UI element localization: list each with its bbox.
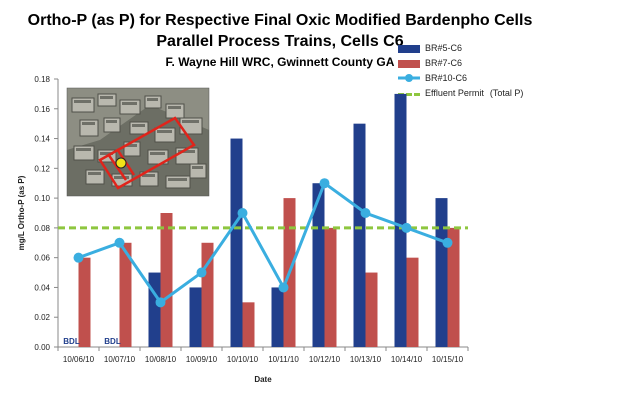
y-tick-label: 0.06 bbox=[34, 254, 50, 263]
x-tick-label: 10/07/10 bbox=[104, 355, 136, 364]
bar-br7c6 bbox=[201, 242, 214, 347]
chart-title: Ortho-P (as P) for Respective Final Oxic… bbox=[27, 12, 533, 29]
legend-item-br10: BR#10-C6 bbox=[398, 72, 638, 87]
y-tick-label: 0.00 bbox=[34, 343, 50, 352]
x-tick-label: 10/12/10 bbox=[309, 355, 341, 364]
point-br10 bbox=[237, 208, 248, 218]
bdl-annotation: BDL bbox=[104, 337, 121, 346]
point-br10 bbox=[360, 208, 371, 218]
x-axis-title: Date bbox=[254, 375, 272, 384]
legend-label-br10: BR#10-C6 bbox=[425, 73, 468, 83]
point-br10 bbox=[319, 178, 330, 189]
y-tick-label: 0.08 bbox=[34, 224, 50, 233]
point-br10 bbox=[442, 237, 453, 248]
bar-br5c6 bbox=[230, 138, 243, 347]
legend-swatch-br10 bbox=[398, 74, 420, 82]
bar-br5c6 bbox=[271, 287, 284, 347]
bar-br7c6 bbox=[324, 227, 337, 347]
legend-item-br5: BR#5-C6 bbox=[398, 42, 638, 57]
point-br10 bbox=[401, 222, 412, 233]
x-tick-label: 10/11/10 bbox=[268, 355, 299, 364]
x-tick-label: 10/15/10 bbox=[432, 355, 464, 364]
legend-item-br7: BR#7-C6 bbox=[398, 57, 638, 72]
y-tick-label: 0.12 bbox=[34, 164, 50, 173]
bar-br7c6 bbox=[160, 213, 173, 347]
point-br10 bbox=[73, 252, 84, 263]
x-tick-label: 10/06/10 bbox=[63, 355, 95, 364]
legend-label-br5: BR#5-C6 bbox=[425, 43, 463, 53]
point-br10 bbox=[155, 297, 166, 308]
series-line-br10 bbox=[77, 180, 449, 305]
bdl-annotation: BDL bbox=[63, 337, 80, 346]
legend-label-br7: BR#7-C6 bbox=[425, 58, 463, 68]
x-tick-label: 10/09/10 bbox=[186, 355, 218, 364]
x-tick-label: 10/13/10 bbox=[350, 355, 382, 364]
y-tick-label: 0.18 bbox=[34, 75, 50, 84]
bar-br7c6 bbox=[119, 242, 132, 347]
legend-swatch-br5 bbox=[398, 45, 420, 53]
bar-br7c6 bbox=[242, 302, 255, 347]
bar-br5c6 bbox=[394, 93, 407, 347]
legend-swatch-permit bbox=[398, 93, 420, 99]
bar-br5c6 bbox=[312, 183, 325, 347]
aerial-photo bbox=[66, 87, 210, 197]
bar-br7c6 bbox=[78, 257, 91, 347]
y-tick-label: 0.16 bbox=[34, 105, 50, 114]
point-br10 bbox=[114, 237, 125, 248]
legend: BR#5-C6 BR#7-C6 BR#10-C6 Effluent Permit… bbox=[398, 42, 638, 102]
bar-br7c6 bbox=[283, 198, 296, 347]
legend-swatch-br7 bbox=[398, 60, 420, 68]
bar-br5c6 bbox=[189, 287, 202, 347]
y-tick-label: 0.04 bbox=[34, 283, 50, 292]
bar-br5c6 bbox=[435, 198, 448, 347]
x-tick-label: 10/14/10 bbox=[391, 355, 423, 364]
y-tick-label: 0.14 bbox=[34, 135, 50, 144]
legend-label-permit-name: Effluent Permit bbox=[425, 88, 484, 98]
bar-br7c6 bbox=[365, 272, 378, 347]
bar-br7c6 bbox=[406, 257, 419, 347]
y-tick-label: 0.02 bbox=[34, 313, 50, 322]
point-br10 bbox=[196, 267, 207, 278]
y-tick-label: 0.10 bbox=[34, 194, 50, 203]
chart-subtitle: Parallel Process Trains, Cells C6 bbox=[156, 33, 404, 50]
bar-br5c6 bbox=[353, 123, 366, 348]
x-tick-label: 10/10/10 bbox=[227, 355, 259, 364]
y-axis-title: mg/L Ortho-P (as P) bbox=[17, 175, 26, 250]
legend-item-permit: Effluent Permit (Total P) bbox=[398, 87, 638, 102]
chart-subtitle-location: F. Wayne Hill WRC, Gwinnett County GA bbox=[165, 55, 395, 69]
legend-label-permit-note: (Total P) bbox=[489, 88, 524, 98]
x-tick-label: 10/08/10 bbox=[145, 355, 177, 364]
point-br10 bbox=[278, 282, 289, 293]
legend-label-permit: Effluent Permit (Total P) bbox=[425, 88, 523, 98]
bar-br5c6 bbox=[148, 272, 161, 347]
bar-br7c6 bbox=[447, 227, 460, 347]
